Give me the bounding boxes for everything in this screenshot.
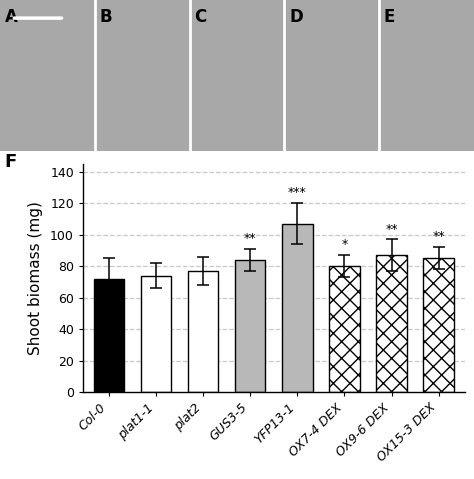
- Bar: [141, 276, 171, 392]
- Bar: [282, 224, 312, 392]
- Bar: [188, 271, 219, 392]
- Text: **: **: [244, 232, 256, 245]
- Text: D: D: [289, 8, 303, 25]
- Text: A: A: [5, 8, 18, 25]
- Text: C: C: [194, 8, 207, 25]
- Bar: [93, 279, 124, 392]
- Text: **: **: [385, 223, 398, 236]
- Bar: [423, 258, 454, 392]
- Bar: [376, 255, 407, 392]
- Text: **: **: [432, 230, 445, 243]
- Text: B: B: [100, 8, 112, 25]
- Text: *: *: [341, 238, 347, 251]
- Text: ***: ***: [288, 186, 307, 199]
- Text: F: F: [5, 153, 17, 171]
- Bar: [235, 260, 265, 392]
- Text: E: E: [384, 8, 395, 25]
- Bar: [329, 266, 360, 392]
- Y-axis label: Shoot biomass (mg): Shoot biomass (mg): [28, 201, 43, 355]
